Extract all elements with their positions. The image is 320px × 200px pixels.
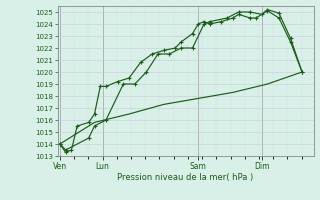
X-axis label: Pression niveau de la mer( hPa ): Pression niveau de la mer( hPa )	[117, 173, 254, 182]
